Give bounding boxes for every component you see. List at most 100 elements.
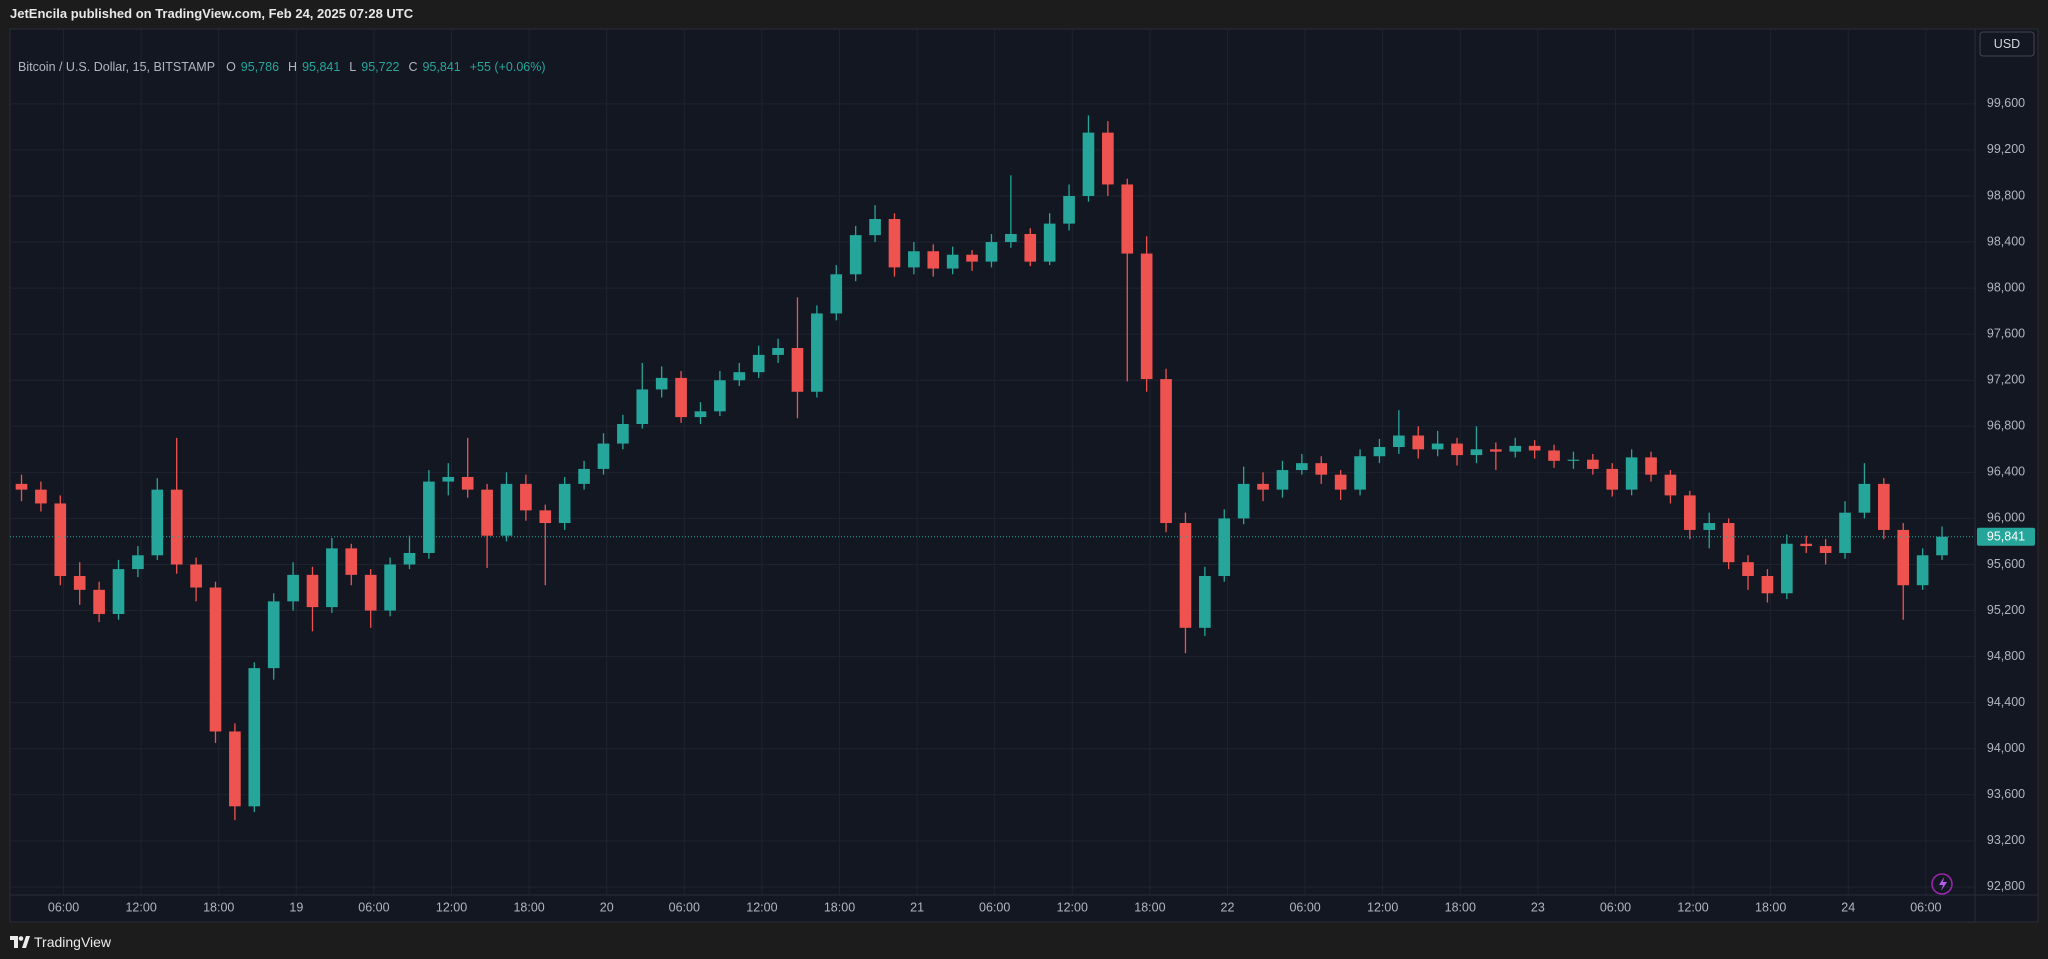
y-tick-label: 97,600 (1987, 326, 2025, 340)
candle-body (1431, 443, 1444, 450)
candle-body (694, 411, 707, 418)
candle-body (1509, 445, 1522, 452)
candle-body (733, 372, 746, 381)
candle-body (1625, 457, 1638, 490)
candle-body (73, 576, 86, 590)
candle-body (985, 242, 998, 262)
ohlc-key: H (288, 60, 298, 74)
candle-body (1257, 483, 1269, 490)
brand-name: TradingView (34, 933, 112, 950)
candle-body (442, 476, 455, 482)
ohlc-value: 95,722 (361, 60, 400, 74)
y-tick-label: 98,800 (1987, 188, 2025, 202)
candle-body (617, 423, 629, 444)
candle-body (772, 347, 784, 355)
candle-body (1490, 449, 1502, 452)
candle-body (1858, 483, 1871, 513)
x-tick-label: 23 (1531, 900, 1545, 914)
candle-body (597, 443, 610, 469)
chart: USD 92,800 93,200 93,600 94,000 94,400 94,800… (0, 26, 2048, 924)
candle-body (675, 377, 687, 418)
candle-body (1606, 468, 1619, 490)
candle-body (1645, 457, 1657, 475)
candle-body (1897, 529, 1910, 586)
x-tick-label: 24 (1841, 900, 1855, 914)
candle-body (752, 354, 765, 373)
candle-body (558, 483, 571, 524)
ohlc-value: 95,841 (302, 60, 341, 74)
candle-body (830, 274, 843, 314)
y-tick-label: 94,800 (1987, 649, 2025, 663)
y-tick-label: 96,400 (1987, 465, 2025, 479)
x-tick-label: 06:00 (358, 900, 389, 914)
candle-body (1315, 463, 1328, 475)
candle-body (1742, 562, 1754, 577)
candle-body (54, 503, 67, 577)
x-tick-label: 22 (1221, 900, 1235, 914)
candle-body (35, 489, 47, 504)
currency-button[interactable] (1979, 31, 2035, 57)
ohlc-key: L (349, 60, 357, 74)
candle-body (578, 468, 590, 484)
ohlc-value: 95,841 (422, 60, 461, 74)
candle-body (1218, 518, 1231, 577)
x-tick-label: 18:00 (1134, 900, 1165, 914)
candle-body (1528, 445, 1541, 451)
publish-note: JetEncila published on TradingView.com, … (10, 6, 414, 21)
x-tick-label: 06:00 (979, 900, 1010, 914)
symbol-name: Bitcoin / U.S. Dollar, 15, BITSTAMP (18, 60, 216, 74)
assistant-bolt[interactable] (1939, 877, 1947, 891)
candle-body (1839, 512, 1851, 553)
currency-label[interactable]: USD (1994, 37, 2020, 51)
x-tick-label: 12:00 (746, 900, 777, 914)
x-tick-label: 20 (600, 900, 614, 914)
y-tick-label: 96,800 (1987, 419, 2025, 433)
candles (15, 115, 1948, 821)
brand-logo (10, 935, 30, 948)
candle-body (1819, 546, 1832, 553)
candle-body (364, 574, 377, 611)
candle-body (1412, 435, 1425, 450)
candle-body (229, 731, 241, 807)
last-price-label: 95,841 (1987, 530, 2025, 544)
price-change: +55 (+0.06%) (469, 60, 546, 74)
x-tick-label: 18:00 (824, 900, 855, 914)
y-tick-label: 98,000 (1987, 280, 2025, 294)
x-tick-label: 12:00 (436, 900, 467, 914)
candle-body (1179, 523, 1192, 628)
y-tick-label: 96,000 (1987, 511, 2025, 525)
candle-body (946, 254, 959, 269)
candle-body (1102, 132, 1114, 185)
candle-body (461, 476, 474, 490)
x-tick-label: 06:00 (1910, 900, 1941, 914)
x-tick-label: 12:00 (125, 900, 156, 914)
candle-body (1199, 576, 1211, 628)
x-tick-label: 06:00 (669, 900, 700, 914)
candle-body (539, 510, 552, 524)
candle-body (306, 574, 319, 608)
candle-body (1334, 474, 1347, 490)
symbol-legend: Bitcoin / U.S. Dollar, 15, BITSTAMP O 95,7… (18, 60, 546, 74)
candle-body (403, 552, 416, 565)
x-tick-label: 18:00 (203, 900, 234, 914)
candle-body (384, 564, 396, 611)
candle-body (423, 481, 435, 553)
candle-body (1587, 459, 1599, 469)
y-tick-label: 93,600 (1987, 787, 2025, 801)
ohlc-key: O (226, 60, 236, 74)
candle-body (15, 483, 28, 490)
candle-body (1936, 536, 1948, 556)
candle-body (209, 587, 222, 732)
x-tick-label: 06:00 (1289, 900, 1320, 914)
assistant-circle[interactable] (1931, 873, 1953, 895)
candle-body (888, 219, 901, 268)
candle-body (1043, 223, 1056, 262)
candle-body (1878, 483, 1890, 530)
candle-body (151, 489, 164, 556)
candle-body (1276, 470, 1289, 490)
y-tick-label: 97,200 (1987, 373, 2025, 387)
assistant-icon[interactable] (1931, 873, 1953, 895)
footer: TradingView (0, 924, 2048, 959)
